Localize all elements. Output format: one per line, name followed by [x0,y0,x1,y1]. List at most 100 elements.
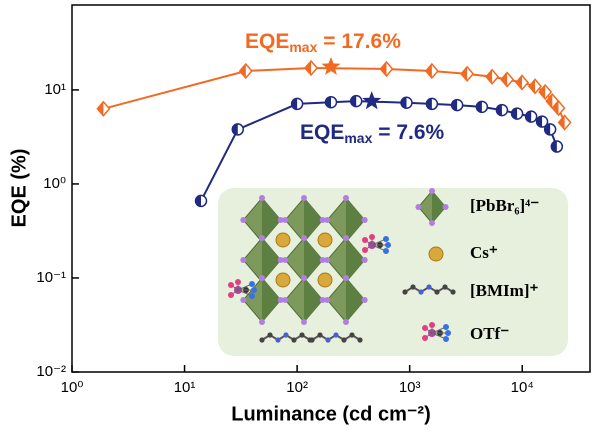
br-atom [319,297,326,303]
annotation: EQEmax = 7.6% [300,121,445,146]
data-point [400,96,413,110]
br-atom [277,297,284,303]
data-point [96,100,111,117]
data-point [324,95,338,109]
marker-half [451,99,458,111]
br-atom [361,217,368,223]
atom [410,284,416,290]
br-atom [343,235,349,241]
octahedron-face [304,238,323,282]
atom [333,332,339,338]
y-tick-label: 10⁻² [36,363,66,380]
marker-half [380,61,387,76]
br-atom [301,275,307,281]
br-atom [282,297,289,303]
atom [402,289,408,295]
br-atom [343,195,349,201]
br-atom [301,195,307,201]
data-point [425,97,439,111]
br-atom [240,297,247,303]
br-atom [343,275,349,281]
br-atom [277,217,284,223]
data-point [485,68,500,85]
y-tick-label: 10¹ [44,81,66,98]
cs-atom [317,272,333,288]
octahedron-face [262,198,281,242]
inset-legend-label: OTf⁻ [470,324,509,343]
marker-half [325,96,331,108]
marker-half [511,108,518,120]
data-point [500,71,515,88]
octahedron-face [346,198,365,242]
marker-half [232,123,238,135]
octahedron-face [262,238,281,282]
data-point [535,115,549,128]
data-point [551,99,566,117]
otf-atom [383,236,389,242]
y-axis-label: EQE (%) [8,149,30,228]
atom [442,284,448,290]
plot-frame [71,4,591,373]
atom [259,337,265,343]
otf-atom [429,322,435,328]
data-point [550,140,564,153]
cs-atom [275,272,291,288]
data-point [238,62,253,80]
atom [357,337,363,343]
x-tick-label: 10⁰ [61,379,84,396]
x-tick-label: 10³ [399,379,421,396]
marker-half [551,141,557,153]
marker-half [291,98,298,110]
x-axis-label: Luminance (cd cm⁻²) [231,403,430,425]
br-atom [442,204,449,210]
br-atom [429,188,435,194]
marker-half [516,75,523,90]
otf-atom [362,247,368,253]
max-star [321,56,341,75]
br-atom [301,319,307,325]
marker-half [476,101,482,113]
inset-legend-label: [BMIm]⁺ [470,281,538,300]
data-point [460,65,475,83]
otf-atom [249,281,255,287]
marker-half [546,94,553,109]
marker-half [426,98,432,110]
data-point [231,123,245,136]
data-point [515,74,530,91]
br-atom [361,257,368,263]
atom [291,337,297,343]
marker-half [195,195,202,207]
inset-legend-label: [PbBr₆]⁴⁻ [470,196,539,215]
annotation-subscript: max [289,39,317,55]
atom [309,337,315,343]
br-atom [301,235,307,241]
marker-half [425,63,432,78]
data-point [528,78,543,95]
y-tick-label: 10⁻¹ [36,269,66,286]
y-tick-label: 10⁰ [43,175,66,192]
marker-half [461,66,468,81]
otf-atom [443,336,449,342]
br-atom [282,217,289,223]
otf-atom [228,292,234,298]
atom [341,337,347,343]
br-atom [277,257,284,263]
br-atom [415,204,422,210]
otf-atom [235,279,241,285]
otf-atom [383,248,389,254]
data-point [450,98,464,112]
marker-half [496,104,502,116]
data-point [510,107,524,120]
otf-atom [228,282,234,288]
br-atom [343,319,349,325]
atom [349,332,355,338]
annotation-label: EQE [245,30,289,53]
br-atom [324,217,331,223]
br-atom [324,257,331,263]
atom [434,289,440,295]
br-atom [259,319,265,325]
max-star [362,91,382,110]
atom [317,332,323,338]
marker-half [350,95,357,107]
